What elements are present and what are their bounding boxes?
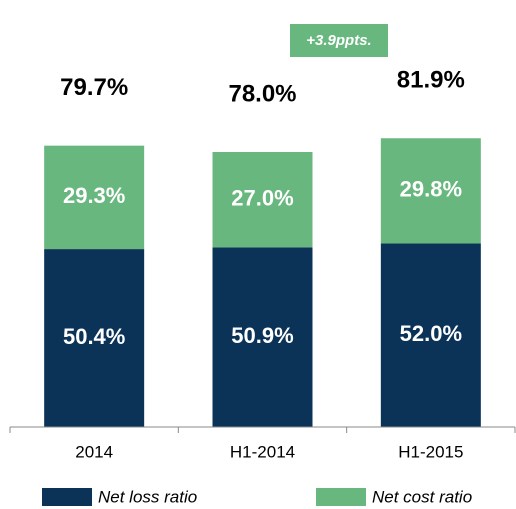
bar-segment (212, 152, 313, 248)
value-label: 52.0% (400, 321, 462, 346)
legend-swatch (42, 488, 92, 506)
value-label: 27.0% (231, 185, 293, 210)
bar-segment (212, 247, 313, 427)
legend-swatch (316, 488, 366, 506)
value-label: 50.4% (63, 324, 125, 349)
x-tick-label: H1-2014 (230, 442, 295, 461)
bar-segment (44, 145, 145, 250)
bar-segment (44, 249, 145, 427)
value-label: 29.8% (400, 177, 462, 202)
annotation-box (290, 24, 388, 57)
legend-label: Net loss ratio (98, 487, 197, 506)
bar-segment (380, 243, 481, 427)
bar-segment (380, 138, 481, 244)
legend-label: Net cost ratio (372, 487, 472, 506)
total-label: 81.9% (397, 67, 465, 94)
value-label: 29.3% (63, 183, 125, 208)
total-label: 79.7% (60, 74, 128, 101)
annotation: +3.9ppts. (306, 32, 371, 49)
value-label: 50.9% (231, 323, 293, 348)
x-tick-label: 2014 (75, 442, 113, 461)
total-label: 78.0% (228, 80, 296, 107)
x-tick-label: H1-2015 (398, 442, 463, 461)
